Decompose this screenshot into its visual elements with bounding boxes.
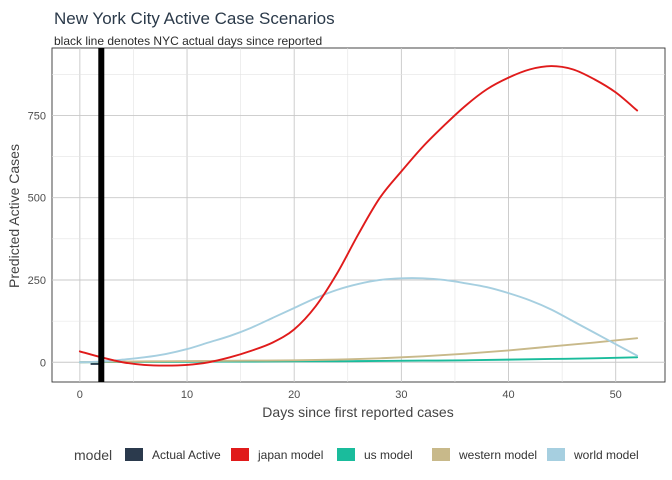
legend-label: western model: [458, 448, 537, 462]
x-axis-title: Days since first reported cases: [262, 404, 453, 420]
legend-key: [432, 448, 450, 461]
panel-border: [51, 47, 666, 383]
legend-key: [125, 448, 143, 461]
x-tick-label: 50: [610, 389, 622, 401]
legend-label: us model: [364, 448, 413, 462]
x-tick-label: 40: [502, 389, 514, 401]
y-tick-label: 500: [28, 193, 46, 205]
legend: model Actual Active japan model us model we…: [74, 447, 639, 463]
plot-panel: [51, 47, 666, 383]
chart-subtitle: black line denotes NYC actual days since…: [54, 34, 322, 48]
actual-active-bar: [90, 362, 102, 365]
legend-title: model: [74, 447, 112, 463]
legend-key: [231, 448, 249, 461]
y-axis-title: Predicted Active Cases: [6, 144, 22, 288]
x-tick-label: 0: [77, 389, 83, 401]
x-tick-label: 20: [288, 389, 300, 401]
x-tick-label: 10: [181, 389, 193, 401]
y-tick-label: 750: [28, 110, 46, 122]
legend-label: Actual Active: [152, 448, 221, 462]
series-layer: [78, 48, 639, 382]
legend-label: japan model: [257, 448, 323, 462]
x-axis-ticks: 0 10 20 30 40 50: [77, 389, 622, 401]
legend-label: world model: [573, 448, 639, 462]
y-tick-label: 250: [28, 275, 46, 287]
legend-key: [547, 448, 565, 461]
legend-key: [337, 448, 355, 461]
western-model-line: [78, 337, 639, 364]
grid: [52, 48, 665, 382]
y-axis-ticks: 0 250 500 750: [28, 110, 46, 369]
japan-model-line: [78, 65, 639, 367]
x-tick-label: 30: [395, 389, 407, 401]
chart-title: New York City Active Case Scenarios: [54, 9, 335, 28]
y-tick-label: 0: [40, 357, 46, 369]
world-model-line: [78, 277, 639, 364]
